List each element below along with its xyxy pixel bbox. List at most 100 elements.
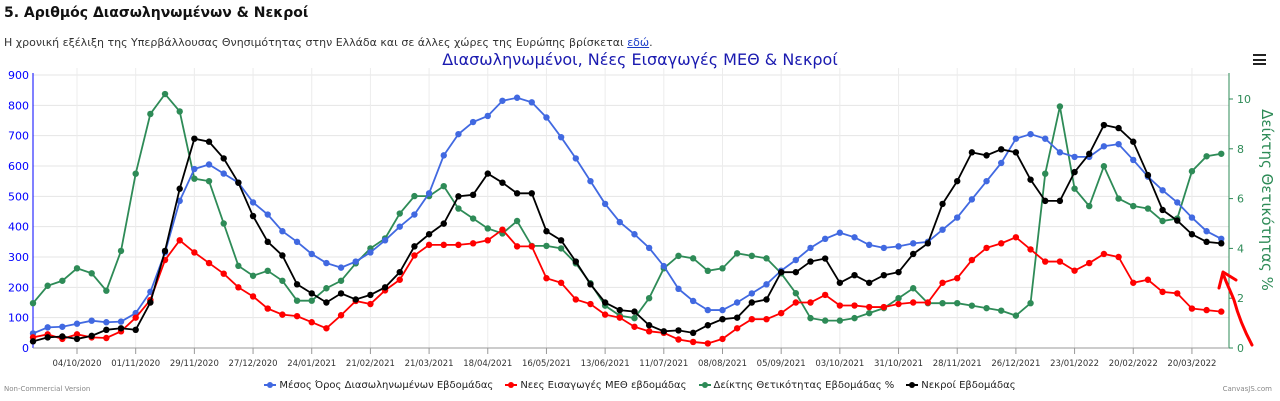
- data-point: [631, 231, 638, 238]
- data-point: [88, 270, 95, 277]
- data-point: [865, 303, 873, 311]
- data-point: [557, 237, 565, 244]
- data-point: [235, 284, 242, 291]
- data-point: [73, 331, 81, 338]
- right-axis-title: Δείκτης Θετικότητας %: [1258, 109, 1276, 291]
- x-tick-label: 29/11/2020: [170, 359, 219, 369]
- data-point: [29, 338, 37, 345]
- data-point: [1027, 176, 1034, 183]
- data-point: [337, 290, 345, 297]
- data-point: [939, 200, 946, 208]
- data-point: [1188, 231, 1196, 238]
- x-tick-label: 20/03/2022: [1167, 359, 1216, 369]
- data-point: [880, 303, 888, 311]
- data-point: [895, 295, 902, 302]
- data-point: [88, 317, 95, 324]
- data-point: [381, 284, 389, 291]
- data-point: [264, 267, 271, 275]
- data-point: [543, 228, 550, 235]
- data-point: [719, 265, 726, 272]
- data-point: [763, 281, 770, 288]
- legend-item[interactable]: Δείκτης Θετικότητας Εβδομάδας %: [698, 380, 894, 391]
- data-point: [1159, 206, 1166, 214]
- x-tick-label: 28/11/2021: [933, 359, 982, 369]
- data-point: [279, 252, 286, 259]
- data-point: [631, 323, 638, 330]
- x-tick-label: 31/10/2021: [874, 359, 923, 369]
- data-point: [748, 299, 756, 306]
- data-point: [587, 177, 594, 185]
- data-point: [440, 182, 447, 190]
- data-point: [1144, 171, 1152, 179]
- data-point: [528, 243, 535, 250]
- data-point: [73, 320, 81, 327]
- data-point: [543, 114, 550, 121]
- data-point: [1203, 228, 1210, 235]
- data-point: [499, 226, 506, 233]
- data-point: [1188, 214, 1196, 221]
- data-point: [1130, 138, 1137, 145]
- data-point: [851, 272, 858, 279]
- data-point: [323, 285, 330, 292]
- data-point: [1100, 163, 1108, 170]
- excess-mortality-link[interactable]: εδώ: [627, 36, 650, 49]
- data-point: [513, 243, 521, 250]
- data-point: [1056, 258, 1064, 265]
- data-point: [59, 277, 66, 284]
- hamburger-menu-icon[interactable]: [1253, 54, 1266, 65]
- data-point: [998, 146, 1005, 153]
- data-point: [73, 265, 81, 272]
- data-point: [836, 302, 844, 309]
- data-point: [645, 244, 653, 252]
- data-point: [807, 244, 814, 252]
- data-point: [968, 256, 976, 264]
- canvasjs-credit[interactable]: CanvasJS.com: [1222, 385, 1272, 393]
- series-line: [32, 92, 1222, 322]
- data-point: [425, 231, 433, 238]
- data-point: [293, 238, 301, 246]
- data-point: [1071, 168, 1078, 176]
- data-point: [910, 240, 917, 247]
- data-point: [880, 272, 888, 279]
- x-tick-label: 04/10/2020: [53, 359, 102, 369]
- data-point: [543, 242, 550, 250]
- data-point: [323, 299, 330, 306]
- data-point: [469, 191, 477, 199]
- legend-item[interactable]: Νεες Εισαγωγές ΜΕΘ εβδομάδας: [505, 380, 687, 391]
- legend-item[interactable]: Μέσος Όρος Διασωληνωμένων Εβδομάδας: [264, 380, 493, 391]
- data-point: [1159, 217, 1166, 225]
- data-point: [323, 325, 330, 332]
- data-point: [968, 149, 976, 156]
- data-point: [279, 311, 286, 318]
- data-point: [484, 225, 491, 232]
- legend-item[interactable]: Νεκροί Εβδομάδας: [906, 380, 1016, 391]
- data-point: [191, 249, 198, 256]
- annotation-arrow: [1222, 274, 1254, 347]
- data-point: [1188, 305, 1196, 312]
- data-point: [924, 240, 932, 247]
- data-point: [235, 262, 242, 270]
- data-point: [748, 290, 756, 297]
- data-point: [543, 275, 550, 282]
- data-point: [220, 170, 227, 177]
- x-tick-label: 16/05/2021: [522, 359, 571, 369]
- data-point: [675, 336, 682, 343]
- data-point: [117, 325, 125, 332]
- data-point: [484, 237, 491, 244]
- data-point: [748, 315, 756, 323]
- chart-title: Διασωληνωμένοι, Νέες Εισαγωγές ΜΕΘ & Νεκ…: [442, 50, 838, 69]
- data-point: [821, 317, 829, 324]
- data-point: [704, 306, 712, 314]
- data-point: [601, 311, 609, 318]
- data-point: [1174, 290, 1181, 297]
- data-point: [308, 297, 315, 304]
- x-tick-label: 03/10/2021: [815, 359, 864, 369]
- data-point: [176, 108, 183, 115]
- data-point: [763, 255, 770, 262]
- y-tick-label: 700: [8, 130, 29, 143]
- data-point: [352, 258, 359, 265]
- legend-marker-icon: [505, 382, 518, 388]
- data-point: [1203, 153, 1210, 160]
- data-point: [807, 299, 814, 306]
- data-point: [1042, 135, 1049, 142]
